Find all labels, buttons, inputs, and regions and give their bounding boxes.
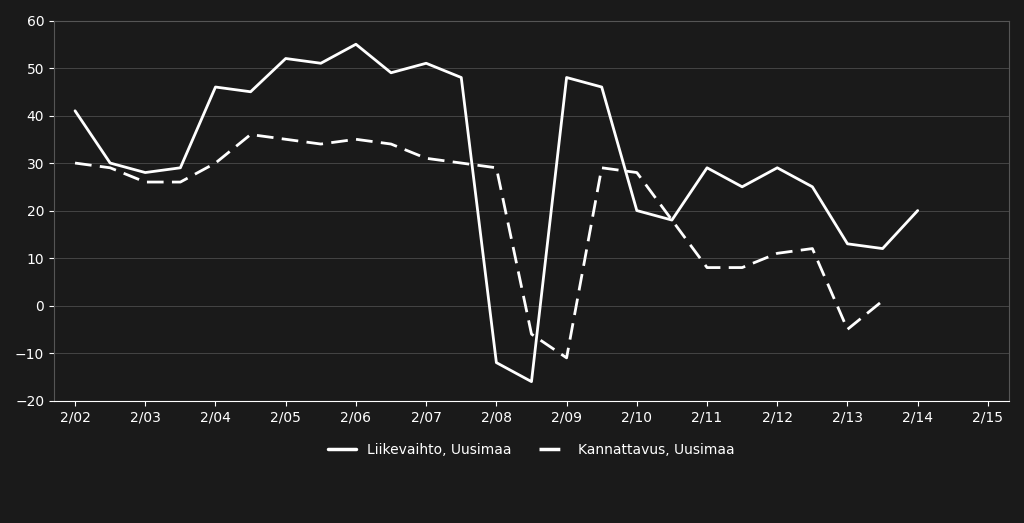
Kannattavus, Uusimaa (420, 155, 432, 162)
Kannattavus, Uusimaa (736, 265, 749, 271)
Kannattavus, Uusimaa (700, 265, 713, 271)
Liikevaihto, Uusimaa (842, 241, 854, 247)
Kannattavus, Uusimaa (771, 250, 783, 256)
Liikevaihto, Uusimaa (280, 55, 292, 62)
Liikevaihto, Uusimaa (877, 245, 889, 252)
Liikevaihto, Uusimaa (245, 88, 257, 95)
Kannattavus, Uusimaa (280, 136, 292, 142)
Liikevaihto, Uusimaa (420, 60, 432, 66)
Liikevaihto, Uusimaa (139, 169, 152, 176)
Kannattavus, Uusimaa (490, 165, 503, 171)
Liikevaihto, Uusimaa (174, 165, 186, 171)
Liikevaihto, Uusimaa (666, 217, 678, 223)
Liikevaihto, Uusimaa (596, 84, 608, 90)
Liikevaihto, Uusimaa (350, 41, 362, 48)
Kannattavus, Uusimaa (104, 165, 117, 171)
Liikevaihto, Uusimaa (736, 184, 749, 190)
Kannattavus, Uusimaa (525, 331, 538, 337)
Liikevaihto, Uusimaa (385, 70, 397, 76)
Liikevaihto, Uusimaa (69, 108, 81, 114)
Line: Kannattavus, Uusimaa: Kannattavus, Uusimaa (75, 134, 883, 358)
Kannattavus, Uusimaa (174, 179, 186, 185)
Kannattavus, Uusimaa (69, 160, 81, 166)
Liikevaihto, Uusimaa (490, 359, 503, 366)
Liikevaihto, Uusimaa (104, 160, 117, 166)
Kannattavus, Uusimaa (560, 355, 572, 361)
Kannattavus, Uusimaa (245, 131, 257, 138)
Kannattavus, Uusimaa (877, 298, 889, 304)
Liikevaihto, Uusimaa (771, 165, 783, 171)
Liikevaihto, Uusimaa (314, 60, 327, 66)
Kannattavus, Uusimaa (596, 165, 608, 171)
Liikevaihto, Uusimaa (631, 208, 643, 214)
Liikevaihto, Uusimaa (560, 74, 572, 81)
Kannattavus, Uusimaa (842, 326, 854, 333)
Liikevaihto, Uusimaa (700, 165, 713, 171)
Kannattavus, Uusimaa (455, 160, 467, 166)
Kannattavus, Uusimaa (385, 141, 397, 147)
Liikevaihto, Uusimaa (911, 208, 924, 214)
Liikevaihto, Uusimaa (525, 379, 538, 385)
Kannattavus, Uusimaa (806, 245, 818, 252)
Line: Liikevaihto, Uusimaa: Liikevaihto, Uusimaa (75, 44, 918, 382)
Liikevaihto, Uusimaa (209, 84, 221, 90)
Kannattavus, Uusimaa (666, 217, 678, 223)
Kannattavus, Uusimaa (631, 169, 643, 176)
Kannattavus, Uusimaa (314, 141, 327, 147)
Kannattavus, Uusimaa (139, 179, 152, 185)
Kannattavus, Uusimaa (209, 160, 221, 166)
Kannattavus, Uusimaa (350, 136, 362, 142)
Liikevaihto, Uusimaa (806, 184, 818, 190)
Legend: Liikevaihto, Uusimaa, Kannattavus, Uusimaa: Liikevaihto, Uusimaa, Kannattavus, Uusim… (323, 437, 740, 462)
Liikevaihto, Uusimaa (455, 74, 467, 81)
